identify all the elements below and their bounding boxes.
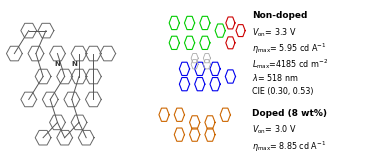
Text: $\mathit{V}$$_\mathregular{on}$= 3.0 V: $\mathit{V}$$_\mathregular{on}$= 3.0 V [253,124,297,136]
Text: $\lambda$= 518 nm: $\lambda$= 518 nm [253,72,299,83]
Text: Doped (8 wt%): Doped (8 wt%) [253,109,327,118]
Text: $\mathit{\eta}$$_\mathregular{max}$= 8.85 cd A$^{-1}$: $\mathit{\eta}$$_\mathregular{max}$= 8.8… [253,139,327,153]
Text: N: N [72,61,77,67]
Text: N: N [54,61,60,67]
Text: CIE (0.30, 0.53): CIE (0.30, 0.53) [253,87,314,96]
Text: $\mathit{V}$$_\mathregular{on}$= 3.3 V: $\mathit{V}$$_\mathregular{on}$= 3.3 V [253,26,297,39]
Text: Non-doped: Non-doped [253,11,308,20]
Text: $\mathit{L}$$_\mathregular{max}$=4185 cd m$^{-2}$: $\mathit{L}$$_\mathregular{max}$=4185 cd… [253,57,328,71]
Text: $\mathit{\eta}$$_\mathregular{max}$= 5.95 cd A$^{-1}$: $\mathit{\eta}$$_\mathregular{max}$= 5.9… [253,41,327,56]
